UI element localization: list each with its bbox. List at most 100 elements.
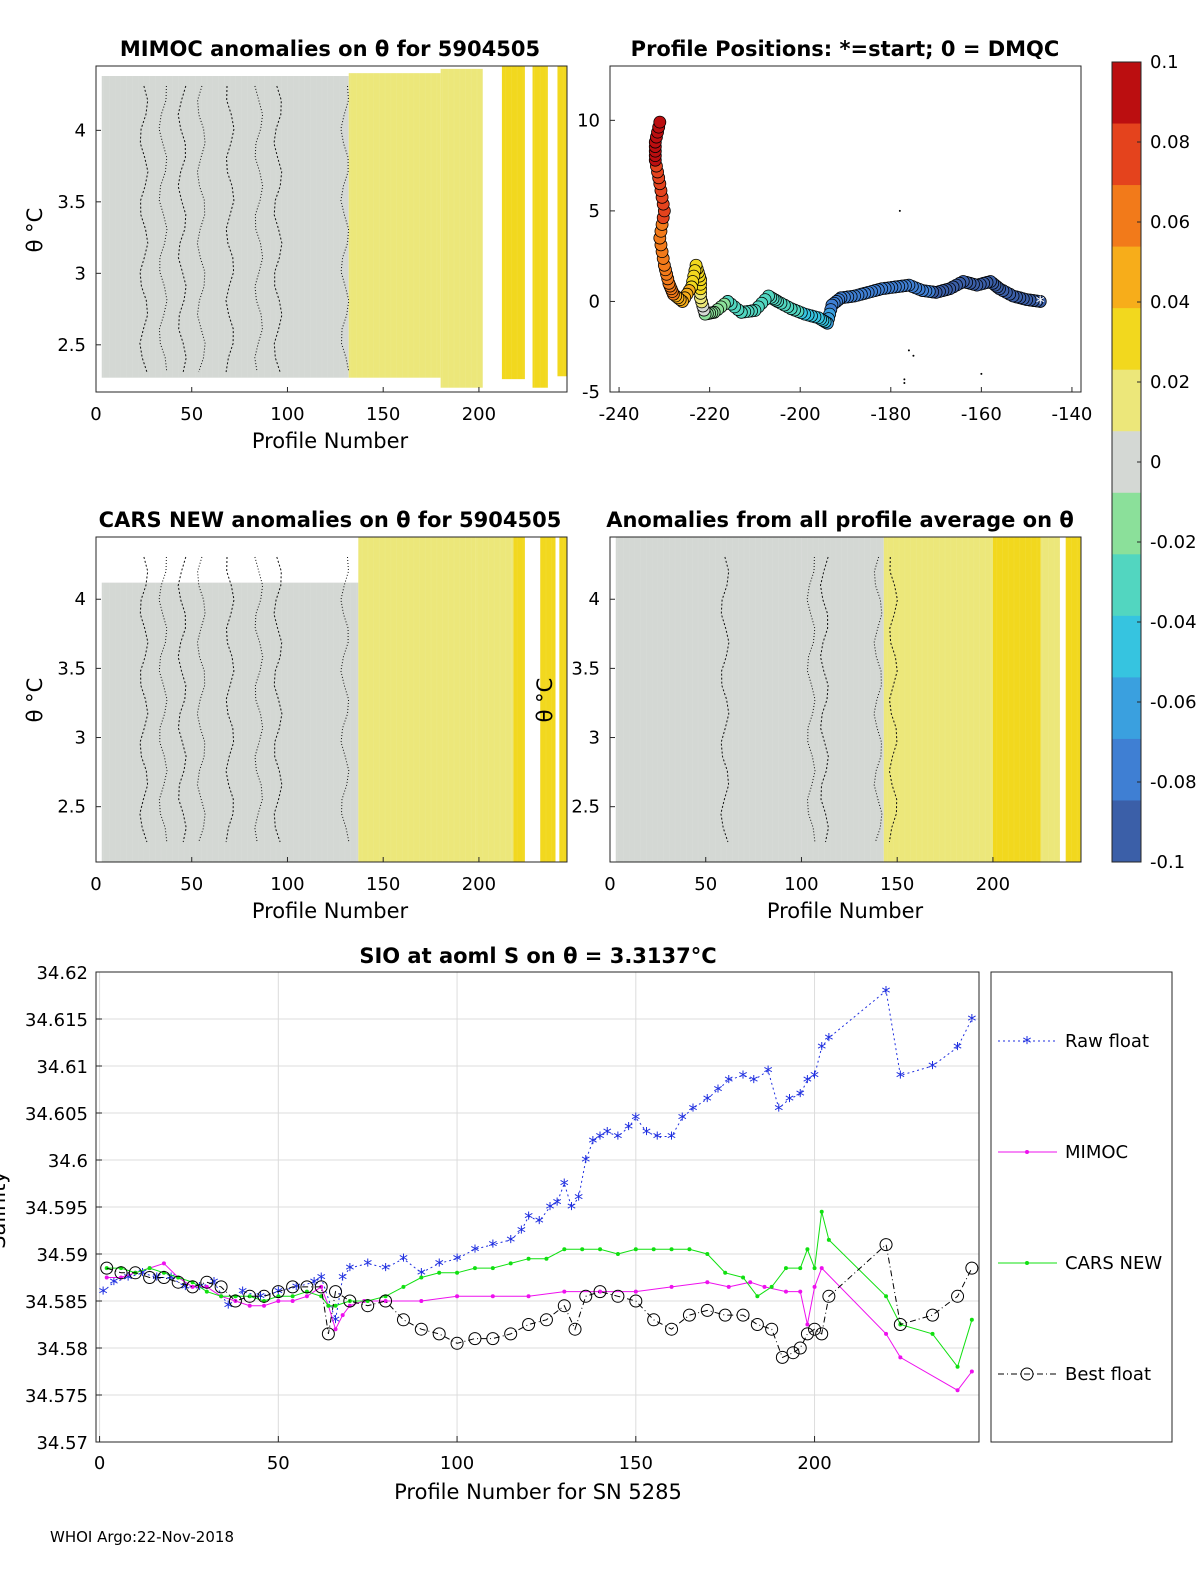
cars-new-point (930, 1331, 935, 1336)
best-float-point (765, 1322, 779, 1336)
colorbar: 0.1 0.08 0.06 0.04 0.02 0 -0.02 -0.04 -0.06 -0.08… (1111, 52, 1197, 873)
best-float-point (736, 1308, 750, 1322)
stray-position-dot (912, 354, 915, 357)
best-float-point (286, 1280, 300, 1294)
raw-float-point: * (953, 1039, 962, 1060)
best-float-point (321, 1327, 335, 1341)
best-float-point (522, 1318, 536, 1331)
average-region (992, 537, 1041, 862)
raw-float-point: * (435, 1255, 444, 1276)
raw-float-point: * (363, 1255, 372, 1276)
raw-float-point: * (256, 1288, 265, 1309)
salinity-ytick-label: 34.6 (48, 1151, 88, 1172)
stray-position-dot (980, 372, 983, 375)
average-contour (806, 556, 816, 843)
salinity-ytick-label: 34.615 (25, 1010, 88, 1031)
positions-xtick-label: -200 (780, 404, 821, 425)
cars-new-point (955, 1364, 960, 1369)
colorbar-tick-label: 0 (1150, 452, 1161, 473)
cars-contour (254, 556, 264, 843)
best-float-point (361, 1299, 375, 1313)
raw-float-point: * (488, 1237, 497, 1258)
colorbar-swatch (1112, 308, 1141, 371)
legend-label-cars-new: CARS NEW (1065, 1253, 1162, 1274)
average-xtick-label: 200 (976, 874, 1010, 895)
positions-xtick-label: -240 (599, 404, 640, 425)
stray-position-dot (903, 378, 906, 381)
raw-float-point: * (824, 1030, 833, 1051)
mimoc-contour (158, 85, 168, 373)
mimoc-point (526, 1294, 531, 1299)
mimoc-xlabel: Profile Number (252, 429, 409, 453)
mimoc-point (319, 1284, 324, 1289)
legend-label-best-float: Best float (1065, 1364, 1151, 1385)
positions-xtick-label: -180 (870, 404, 911, 425)
best-float-point (815, 1327, 829, 1341)
legend-marker-mimoc (1025, 1150, 1029, 1154)
average-contour (888, 556, 898, 843)
raw-float-point: * (603, 1124, 612, 1145)
best-float-point (700, 1303, 714, 1317)
best-float-point (800, 1327, 814, 1341)
salinity-ytick-label: 34.575 (25, 1386, 88, 1407)
legend-marker-cars-new (1025, 1261, 1029, 1265)
mimoc-contour (273, 85, 283, 373)
cars-new-point (580, 1247, 585, 1252)
positions-xtick-label: -160 (961, 404, 1002, 425)
mimoc-series-line (106, 1262, 973, 1391)
raw-float-point: * (338, 1270, 347, 1291)
average-anomaly-panel: Anomalies from all profile average on θ … (533, 508, 1082, 923)
raw-float-point: * (567, 1199, 576, 1220)
average-ytick-label: 2.5 (571, 797, 600, 818)
salinity-legend: * Raw float MIMOC CARS NEW Best float (990, 971, 1173, 1443)
legend-label-mimoc: MIMOC (1065, 1142, 1128, 1163)
cars-new-point (326, 1303, 331, 1308)
cars-new-point (884, 1294, 889, 1299)
average-xtick-label: 100 (784, 874, 818, 895)
best-float-point (557, 1299, 571, 1313)
mimoc-contour (139, 85, 149, 373)
cars-new-point (969, 1317, 974, 1322)
cars-new-point (472, 1266, 477, 1271)
salinity-ytick-label: 34.595 (25, 1198, 88, 1219)
cars-new-point (247, 1294, 252, 1299)
start-marker: * (1036, 292, 1045, 313)
legend-marker-raw-float: * (1023, 1033, 1032, 1054)
colorbar-tick-label: 0.08 (1150, 132, 1190, 153)
raw-float-point: * (596, 1129, 605, 1150)
salinity-ytick-label: 34.62 (36, 963, 88, 984)
cars-new-point (819, 1209, 824, 1214)
raw-float-point: * (749, 1072, 758, 1093)
raw-float-point: * (524, 1208, 533, 1229)
cars-new-point (598, 1247, 603, 1252)
best-float-point (629, 1294, 643, 1308)
best-float-point (579, 1289, 593, 1303)
mimoc-point (419, 1299, 424, 1303)
mimoc-point (805, 1322, 810, 1327)
legend-marker-best-float (1020, 1367, 1034, 1381)
mimoc-point (955, 1388, 960, 1393)
positions-axes-frame (609, 65, 1082, 393)
raw-float-point: * (138, 1265, 147, 1286)
mimoc-xtick-label: 50 (180, 404, 203, 425)
cars-new-point (687, 1247, 692, 1252)
cars-region (101, 582, 359, 862)
average-ytick-label: 4 (589, 589, 600, 610)
mimoc-region (532, 66, 548, 388)
mimoc-point (340, 1313, 345, 1318)
colorbar-swatch (1112, 185, 1141, 248)
cars-region (540, 537, 556, 862)
cars-new-point (705, 1252, 710, 1256)
colorbar-tick-label: -0.02 (1150, 532, 1197, 553)
positions-ytick-label: 0 (589, 291, 600, 312)
cars-new-point (741, 1275, 746, 1280)
colorbar-swatch (1112, 615, 1141, 678)
raw-float-point: * (967, 1011, 976, 1032)
best-float-point (314, 1280, 328, 1294)
stray-position-dot (898, 209, 901, 212)
average-region (615, 537, 802, 862)
raw-float-point: * (678, 1110, 687, 1131)
mimoc-point (633, 1289, 638, 1294)
mimoc-axes-frame (95, 65, 568, 393)
colorbar-tick-label: -0.08 (1150, 772, 1197, 793)
